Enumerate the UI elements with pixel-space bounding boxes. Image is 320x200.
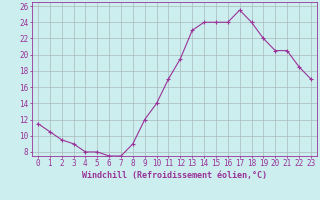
X-axis label: Windchill (Refroidissement éolien,°C): Windchill (Refroidissement éolien,°C) (82, 171, 267, 180)
